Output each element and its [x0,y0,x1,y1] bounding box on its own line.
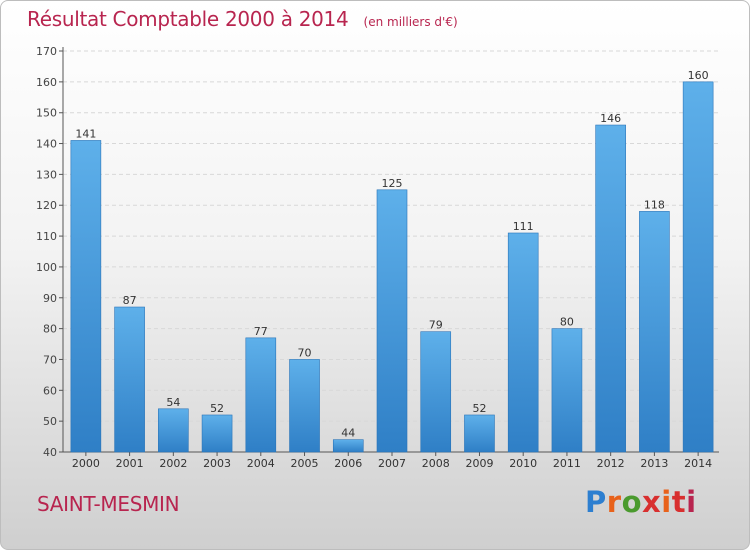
bar-2001 [114,306,145,453]
y-tick-label: 80 [43,323,57,336]
value-label-2010: 111 [513,220,534,233]
bar-2002 [158,408,189,453]
y-tick-label: 100 [36,261,57,274]
proxiti-logo: Proxiti [585,485,697,519]
value-label-2002: 54 [166,396,180,409]
value-label-2005: 70 [298,346,312,359]
y-tick-label: 140 [36,138,57,151]
x-tick-label-2013: 2013 [640,457,668,470]
commune-name: SAINT-MESMIN [37,492,180,516]
x-tick-label-2007: 2007 [378,457,406,470]
y-tick-label: 90 [43,292,57,305]
bar-2007 [376,189,408,453]
bar-2004 [245,337,277,453]
value-label-2011: 80 [560,316,574,329]
x-tick-label-2008: 2008 [422,457,450,470]
value-label-2008: 79 [429,319,443,332]
bar-2013 [639,211,670,453]
value-label-2012: 146 [600,112,621,125]
value-label-2009: 52 [472,402,486,415]
bar-2012 [595,124,626,453]
bar-2000 [70,140,102,453]
value-label-2014: 160 [688,69,709,82]
y-tick-label: 130 [36,168,57,181]
y-tick-label: 160 [36,76,57,89]
x-tick-label-2003: 2003 [203,457,231,470]
x-tick-label-2004: 2004 [247,457,275,470]
bars [70,81,714,453]
bar-2009 [464,414,495,453]
bar-2011 [551,328,583,453]
x-tick-label-2009: 2009 [465,457,493,470]
value-labels: 141 87 54 52 77 70 44 125 79 52 111 80 146 118 160 [75,69,708,440]
bar-2010 [507,232,539,453]
value-label-2006: 44 [341,427,355,440]
y-tick-label: 50 [43,415,57,428]
logo-letter: t [671,485,687,519]
x-tick-label-2005: 2005 [291,457,319,470]
bar-2006 [332,439,364,453]
chart-subtitle: (en milliers d'€) [363,15,458,29]
bar-2008 [420,331,452,453]
value-label-2000: 141 [75,127,96,140]
logo-letter: r [606,485,622,519]
x-tick-label-2014: 2014 [684,457,712,470]
bar-2003 [201,414,233,453]
value-label-2013: 118 [644,198,665,211]
logo-letter: o [621,485,643,519]
y-tick-label: 70 [43,353,57,366]
y-tick-label: 110 [36,230,57,243]
y-tick-label: 40 [43,446,57,459]
logo-letter: P [585,485,607,519]
x-tick-label-2000: 2000 [72,457,100,470]
x-tick-label-2012: 2012 [597,457,625,470]
y-tick-label: 60 [43,384,57,397]
x-tick-label-2010: 2010 [509,457,537,470]
x-tick-label-2011: 2011 [553,457,581,470]
bar-2005 [289,359,320,453]
chart-title-block: Résultat Comptable 2000 à 2014 (en milli… [27,7,458,31]
y-tick-label: 170 [36,45,57,58]
logo-letter: i [686,485,697,519]
bar-2014 [682,81,714,453]
logo-letter: i [661,485,672,519]
x-tick-label-2006: 2006 [334,457,362,470]
axes: 40 50 60 70 80 90 100 110 120 130 140 150 160 170 2000… [36,45,719,470]
x-tick-label-2002: 2002 [159,457,187,470]
y-tick-label: 120 [36,199,57,212]
value-label-2004: 77 [254,325,268,338]
value-label-2001: 87 [123,294,137,307]
value-label-2007: 125 [382,177,403,190]
y-tick-label: 150 [36,107,57,120]
value-label-2003: 52 [210,402,224,415]
logo-letter: x [642,485,662,519]
chart-title: Résultat Comptable 2000 à 2014 [27,7,349,31]
x-tick-label-2001: 2001 [116,457,144,470]
